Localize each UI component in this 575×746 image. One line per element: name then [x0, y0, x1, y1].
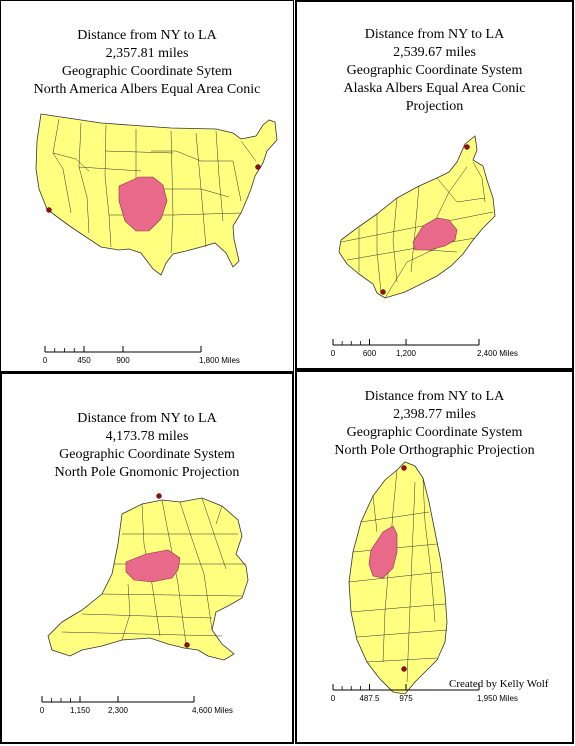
- scale-label: 975: [399, 694, 413, 703]
- map-title: Distance from NY to LA 2,539.67 miles Ge…: [297, 26, 572, 116]
- title-line: Distance from NY to LA: [364, 27, 505, 42]
- map-panel-albers-north-america: Distance from NY to LA 2,357.81 miles Ge…: [0, 0, 294, 372]
- state-lines: [52, 118, 257, 254]
- city-marker-los-angeles: [380, 289, 386, 295]
- distance-value: 2,357.81 miles: [105, 46, 189, 61]
- scale-bar: 0 1,150 2,300 4,600 Miles: [40, 696, 233, 715]
- map-panel-albers-alaska: Distance from NY to LA 2,539.67 miles Ge…: [295, 0, 574, 370]
- title-line: Distance from NY to LA: [364, 389, 505, 404]
- scale-bar: 0 600 1,200 2,400 Miles: [331, 339, 518, 358]
- scale-label: 450: [77, 356, 91, 365]
- distance-value: 2,539.67 miles: [393, 45, 476, 60]
- title-line: Geographic Coordinate System: [346, 425, 523, 440]
- scale-label: 4,600 Miles: [192, 706, 233, 715]
- scale-label: 0: [331, 694, 336, 703]
- scale-label: 487.5: [359, 694, 380, 703]
- title-line: Distance from NY to LA: [77, 411, 217, 426]
- title-line: Alaska Albers Equal Area Conic: [343, 81, 526, 96]
- title-line: Geographic Coordinate Sytem: [61, 64, 233, 79]
- city-marker-new-york: [464, 144, 470, 150]
- scale-label: 2,400 Miles: [477, 349, 518, 358]
- title-line: North Pole Orthographic Projection: [334, 443, 535, 458]
- title-line: North Pole Gnomonic Projection: [54, 465, 240, 480]
- map-panel-north-pole-gnomonic: Distance from NY to LA 4,173.78 miles Ge…: [0, 372, 294, 744]
- scale-bar: 0 487.5 975 1,950 Miles: [331, 684, 518, 703]
- us-landmass: [348, 461, 448, 695]
- scale-label: 1,200: [396, 349, 417, 358]
- map-title: Distance from NY to LA 2,398.77 miles Ge…: [297, 388, 572, 460]
- city-marker-los-angeles: [46, 207, 52, 213]
- city-marker-new-york: [156, 493, 162, 499]
- scale-label: 2,300: [108, 706, 129, 715]
- scale-label: 600: [363, 349, 377, 358]
- state-lines: [340, 161, 494, 299]
- city-marker-new-york: [401, 465, 407, 471]
- title-line: Distance from NY to LA: [77, 28, 217, 43]
- distance-value: 4,173.78 miles: [105, 429, 189, 444]
- distance-buffer: [412, 217, 458, 251]
- map-frame: 0 450 900 1,800 Miles: [35, 113, 278, 365]
- scale-label: 1,800 Miles: [199, 356, 240, 365]
- scale-bar: 0 450 900 1,800 Miles: [43, 346, 240, 365]
- city-marker-los-angeles: [184, 642, 190, 648]
- distance-value: 2,398.77 miles: [393, 407, 476, 422]
- map-title: Distance from NY to LA 2,357.81 miles Ge…: [1, 27, 293, 99]
- title-line: Projection: [405, 99, 464, 114]
- scale-label: 0: [43, 356, 48, 365]
- map-frame: 0 600 1,200 2,400 Miles: [331, 135, 518, 358]
- distance-buffer: [118, 176, 168, 232]
- scale-label: 1,950 Miles: [477, 694, 518, 703]
- scale-label: 0: [40, 706, 45, 715]
- title-line: North America Albers Equal Area Conic: [33, 82, 261, 97]
- city-marker-new-york: [255, 164, 261, 170]
- title-line: Geographic Coordinate System: [59, 447, 235, 462]
- distance-buffer: [368, 525, 398, 579]
- map-panel-north-pole-orthographic: Distance from NY to LA 2,398.77 miles Ge…: [295, 370, 574, 744]
- scale-label: 1,150: [70, 706, 91, 715]
- map-frame: 0 1,150 2,300 4,600 Miles: [40, 493, 249, 715]
- map-title: Distance from NY to LA 4,173.78 miles Ge…: [2, 410, 292, 482]
- city-marker-los-angeles: [401, 666, 407, 672]
- us-landmass: [338, 135, 496, 299]
- title-line: Geographic Coordinate System: [346, 63, 523, 78]
- scale-label: 900: [116, 356, 130, 365]
- distance-buffer: [125, 549, 181, 583]
- author-credit: Created by Kelly Wolf: [449, 678, 549, 690]
- scale-label: 0: [331, 349, 336, 358]
- map-frame: 0 487.5 975 1,950 Miles: [331, 461, 518, 703]
